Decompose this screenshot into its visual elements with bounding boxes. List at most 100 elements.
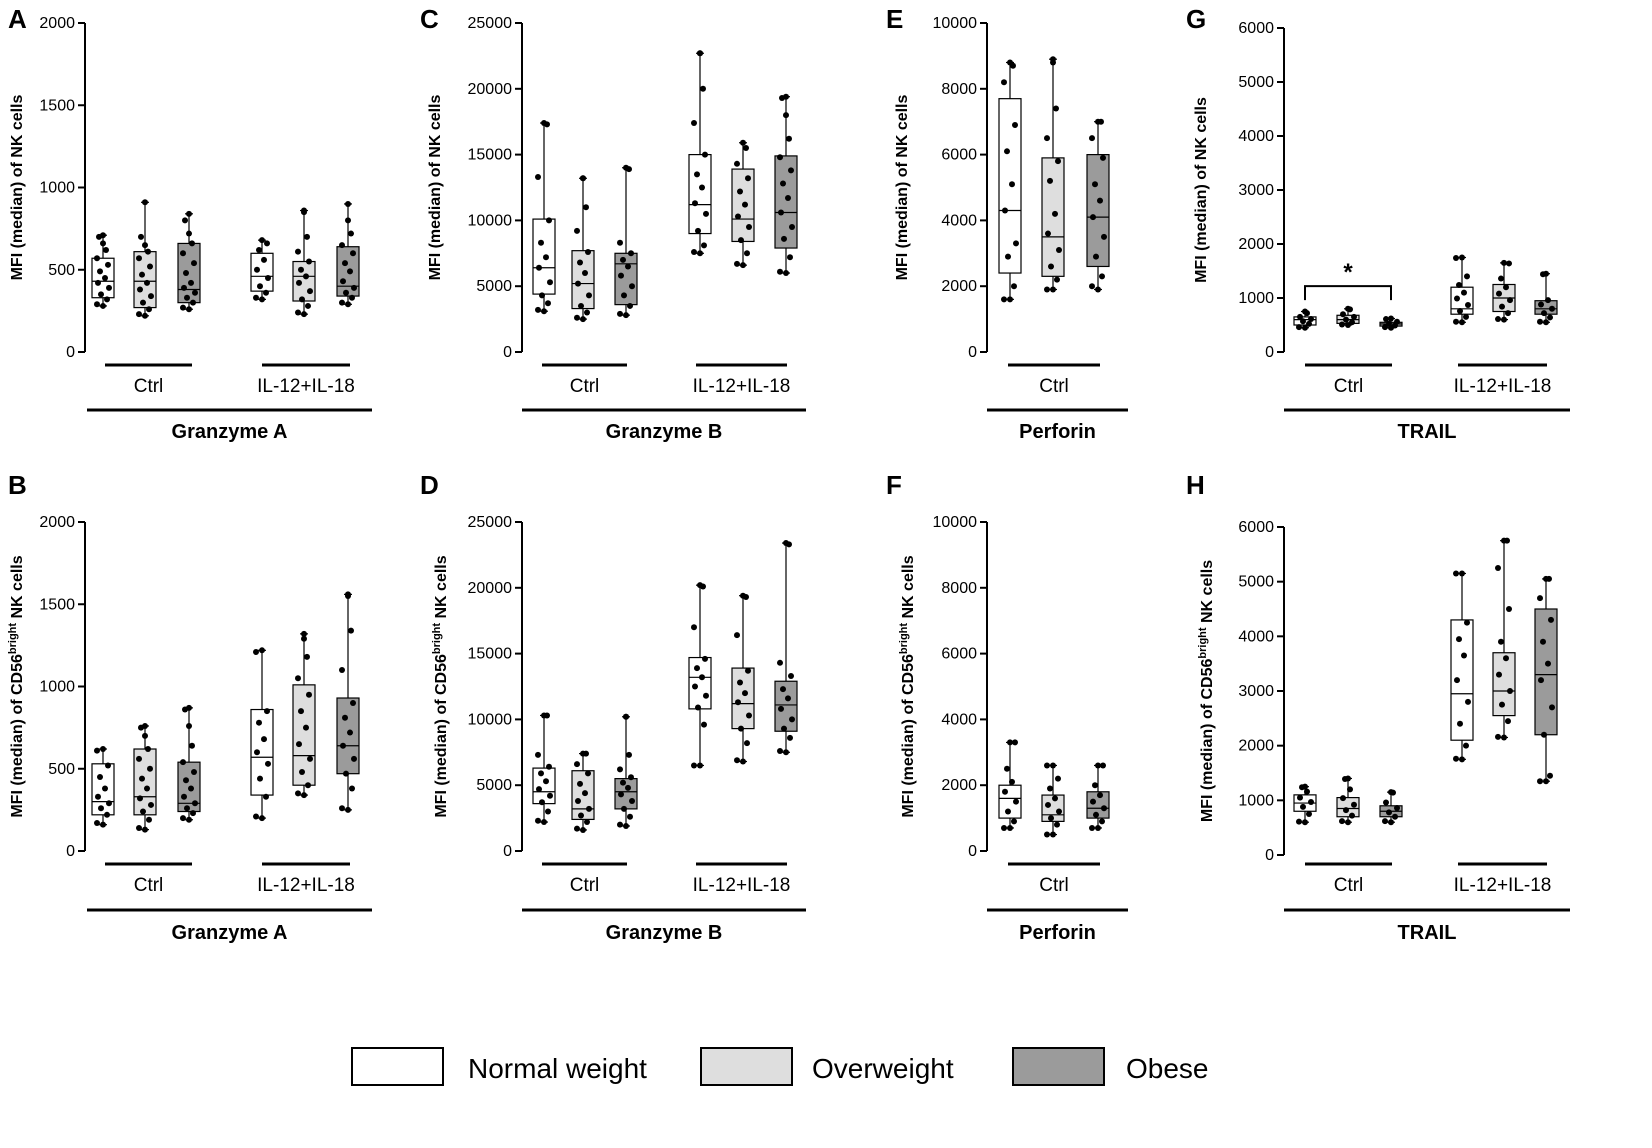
data-point (1351, 801, 1357, 808)
data-point (695, 704, 701, 711)
data-point (574, 314, 580, 321)
y-tick-label: 3000 (1238, 182, 1274, 199)
data-point (254, 749, 260, 756)
box-obese (614, 713, 638, 829)
data-point (734, 757, 740, 764)
box-normal (1450, 254, 1474, 326)
data-point (261, 256, 267, 263)
data-point (180, 759, 186, 766)
data-point (582, 270, 588, 277)
data-point (777, 268, 783, 275)
data-point (1507, 297, 1513, 304)
legend-label-overweight: Overweight (812, 1053, 954, 1084)
box-iqr (1492, 652, 1516, 717)
data-point (629, 797, 635, 804)
y-axis-label-main: MFI (median) of CD56 (433, 654, 450, 818)
data-point (781, 725, 787, 732)
data-point (618, 272, 624, 279)
y-axis-label-superscript: bright (898, 623, 910, 654)
data-point (1457, 720, 1463, 727)
y-tick-label: 1500 (39, 596, 75, 613)
data-point (106, 800, 112, 807)
panel-f: F 0 2000 4000 6000 8000 10000 MFI (median) of C… (886, 470, 1128, 944)
data-point (1306, 320, 1312, 327)
data-point (339, 242, 345, 249)
data-point (785, 195, 791, 202)
significance-bracket (1304, 285, 1392, 301)
data-point (347, 268, 353, 275)
data-point (543, 254, 549, 261)
box-normal (688, 50, 712, 257)
data-point-max (580, 175, 586, 182)
box-iqr (292, 260, 316, 302)
box-overweight (133, 722, 157, 833)
data-point (140, 808, 146, 815)
data-point-min (740, 758, 746, 765)
data-point (1541, 310, 1547, 317)
data-point (1496, 290, 1502, 297)
data-point (1340, 311, 1346, 318)
data-point (783, 112, 789, 119)
data-point (1297, 313, 1303, 320)
data-point-min (1050, 286, 1056, 293)
data-point-max (623, 713, 629, 720)
y-axis-label-tail: NK cells (9, 555, 26, 623)
data-point (1386, 809, 1392, 816)
data-point (1012, 739, 1018, 746)
data-point-max (1501, 537, 1507, 544)
data-point (691, 120, 697, 127)
y-axis-label-main: MFI (median) of NK cells (894, 95, 911, 281)
data-point (617, 239, 623, 246)
data-point (1045, 801, 1051, 808)
data-point (351, 755, 357, 762)
data-point-min (541, 819, 547, 826)
data-point (339, 299, 345, 306)
data-point (785, 695, 791, 702)
data-point (1005, 808, 1011, 815)
data-point (304, 653, 310, 660)
y-tick-label: 0 (66, 344, 75, 361)
data-point (1545, 660, 1551, 667)
box-iqr (532, 767, 556, 805)
data-point-max (1501, 259, 1507, 266)
data-point-max (345, 591, 351, 598)
data-point (145, 248, 151, 255)
data-point (102, 274, 108, 281)
data-point (1048, 263, 1054, 270)
data-point-max (1050, 762, 1056, 769)
data-point (1004, 148, 1010, 155)
y-axis-label-main: MFI (median) of NK cells (9, 95, 26, 281)
data-point (191, 260, 197, 267)
data-point (1538, 301, 1544, 308)
data-point (1101, 233, 1107, 240)
y-axis-label-main: MFI (median) of CD56 (1199, 659, 1216, 823)
data-point-max (100, 746, 106, 753)
data-point-max (697, 50, 703, 57)
data-point-max (740, 139, 746, 146)
box-obese (774, 540, 798, 756)
y-tick-label: 10000 (468, 711, 513, 728)
data-point (1304, 788, 1310, 795)
y-tick-label: 4000 (941, 711, 977, 728)
data-point-min (345, 301, 351, 308)
data-point (621, 805, 627, 812)
data-point (691, 248, 697, 255)
data-point (146, 306, 152, 313)
data-point (182, 217, 188, 224)
data-point (744, 740, 750, 747)
data-point (787, 734, 793, 741)
data-point (1090, 798, 1096, 805)
group-label: Ctrl (1334, 376, 1364, 397)
box-normal (1293, 308, 1317, 331)
y-tick-label: 0 (968, 344, 977, 361)
data-point (307, 755, 313, 762)
data-point (1499, 303, 1505, 310)
y-tick-label: 2000 (1238, 236, 1274, 253)
y-axis-label-main: MFI (median) of CD56 (9, 654, 26, 818)
data-point (545, 808, 551, 815)
y-tick-label: 0 (968, 843, 977, 860)
data-point (617, 310, 623, 317)
data-point (1343, 316, 1349, 323)
y-axis-label: MFI (median) of NK cells (427, 95, 444, 281)
data-point (253, 294, 259, 301)
